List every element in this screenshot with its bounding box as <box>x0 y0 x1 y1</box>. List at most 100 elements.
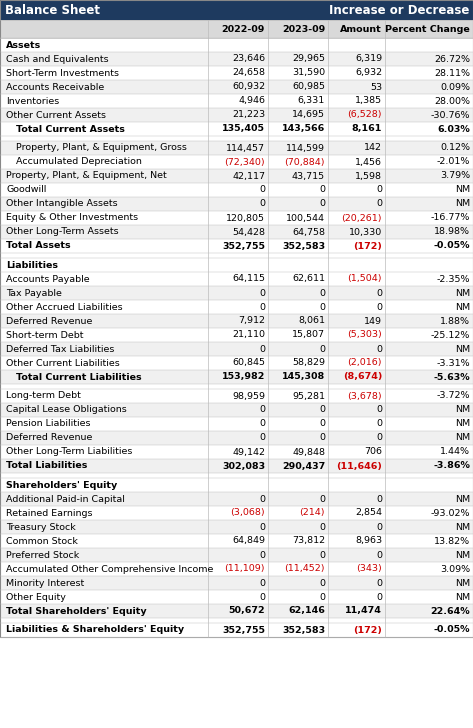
Bar <box>0 20 473 38</box>
Text: 1.44%: 1.44% <box>440 448 470 456</box>
Text: 1,598: 1,598 <box>355 172 382 181</box>
Text: (11,646): (11,646) <box>336 462 382 470</box>
Text: 58,829: 58,829 <box>292 358 325 368</box>
Text: 26.72%: 26.72% <box>434 55 470 63</box>
Text: 95,281: 95,281 <box>292 392 325 400</box>
Text: 0: 0 <box>319 523 325 531</box>
Text: Percent Change: Percent Change <box>385 25 470 33</box>
Text: Equity & Other Investments: Equity & Other Investments <box>6 213 138 223</box>
Text: Total Liabilities: Total Liabilities <box>6 462 88 470</box>
Text: 28.00%: 28.00% <box>434 97 470 106</box>
Text: Tax Payable: Tax Payable <box>6 288 62 298</box>
Bar <box>0 534 473 548</box>
Text: 0: 0 <box>259 199 265 208</box>
Bar <box>0 623 473 637</box>
Bar <box>0 459 473 473</box>
Text: (5,303): (5,303) <box>347 331 382 339</box>
Text: 6.03%: 6.03% <box>437 124 470 133</box>
Text: 0: 0 <box>376 199 382 208</box>
Text: 0: 0 <box>376 523 382 531</box>
Text: NM: NM <box>455 303 470 312</box>
Text: -5.63%: -5.63% <box>433 373 470 381</box>
Text: 0: 0 <box>376 405 382 414</box>
Text: (11,452): (11,452) <box>284 564 325 574</box>
Text: 49,848: 49,848 <box>292 448 325 456</box>
Text: 1,385: 1,385 <box>355 97 382 106</box>
Text: 0: 0 <box>319 550 325 560</box>
Text: NM: NM <box>455 550 470 560</box>
Text: NM: NM <box>455 419 470 429</box>
Text: 0.12%: 0.12% <box>440 143 470 152</box>
Text: 0: 0 <box>259 288 265 298</box>
Text: 0: 0 <box>259 550 265 560</box>
Text: (1,504): (1,504) <box>348 274 382 283</box>
Bar <box>0 506 473 520</box>
Text: Balance Sheet: Balance Sheet <box>5 4 100 17</box>
Text: 21,110: 21,110 <box>232 331 265 339</box>
Bar <box>0 576 473 590</box>
Text: NM: NM <box>455 288 470 298</box>
Bar <box>0 155 473 169</box>
Text: Common Stock: Common Stock <box>6 537 78 545</box>
Text: 98,959: 98,959 <box>232 392 265 400</box>
Text: 352,755: 352,755 <box>222 625 265 635</box>
Text: 0: 0 <box>376 344 382 354</box>
Text: Accounts Receivable: Accounts Receivable <box>6 82 104 92</box>
Text: 0: 0 <box>319 344 325 354</box>
Text: 24,658: 24,658 <box>232 68 265 77</box>
Bar <box>0 314 473 328</box>
Text: -3.31%: -3.31% <box>437 358 470 368</box>
Text: 0: 0 <box>319 186 325 194</box>
Text: 0.09%: 0.09% <box>440 82 470 92</box>
Text: Long-term Debt: Long-term Debt <box>6 392 81 400</box>
Bar <box>0 286 473 300</box>
Bar <box>0 0 473 637</box>
Text: 706: 706 <box>364 448 382 456</box>
Text: Assets: Assets <box>6 41 41 50</box>
Bar <box>0 590 473 604</box>
Text: 0: 0 <box>376 433 382 443</box>
Text: NM: NM <box>455 199 470 208</box>
Text: 352,583: 352,583 <box>282 242 325 250</box>
Text: 153,982: 153,982 <box>222 373 265 381</box>
Text: Amount: Amount <box>340 25 382 33</box>
Bar <box>0 370 473 384</box>
Text: 64,758: 64,758 <box>292 227 325 237</box>
Text: 145,308: 145,308 <box>282 373 325 381</box>
Bar <box>0 141 473 155</box>
Text: Increase or Decrease: Increase or Decrease <box>329 4 469 17</box>
Text: 143,566: 143,566 <box>282 124 325 133</box>
Text: 50,672: 50,672 <box>228 606 265 615</box>
Text: 60,932: 60,932 <box>232 82 265 92</box>
Text: 0: 0 <box>319 433 325 443</box>
Text: 0: 0 <box>319 303 325 312</box>
Text: Treasury Stock: Treasury Stock <box>6 523 76 531</box>
Text: Retained Earnings: Retained Earnings <box>6 508 93 518</box>
Text: (343): (343) <box>356 564 382 574</box>
Text: (172): (172) <box>353 242 382 250</box>
Text: 2023-09: 2023-09 <box>282 25 325 33</box>
Text: 135,405: 135,405 <box>222 124 265 133</box>
Text: Total Assets: Total Assets <box>6 242 70 250</box>
Bar <box>0 183 473 197</box>
Text: Total Shareholders' Equity: Total Shareholders' Equity <box>6 606 147 615</box>
Text: (11,109): (11,109) <box>225 564 265 574</box>
Text: NM: NM <box>455 186 470 194</box>
Text: 49,142: 49,142 <box>232 448 265 456</box>
Text: 60,985: 60,985 <box>292 82 325 92</box>
Text: Deferred Revenue: Deferred Revenue <box>6 317 92 325</box>
Bar <box>0 80 473 94</box>
Bar <box>0 239 473 253</box>
Text: 142: 142 <box>364 143 382 152</box>
Text: 0: 0 <box>319 288 325 298</box>
Text: 53: 53 <box>370 82 382 92</box>
Text: 0: 0 <box>376 550 382 560</box>
Text: 0: 0 <box>376 303 382 312</box>
Text: 11,474: 11,474 <box>345 606 382 615</box>
Bar <box>0 52 473 66</box>
Bar <box>0 328 473 342</box>
Text: 0: 0 <box>259 433 265 443</box>
Text: Deferred Tax Liabilities: Deferred Tax Liabilities <box>6 344 114 354</box>
Text: 114,457: 114,457 <box>226 143 265 152</box>
Text: Other Current Assets: Other Current Assets <box>6 111 106 119</box>
